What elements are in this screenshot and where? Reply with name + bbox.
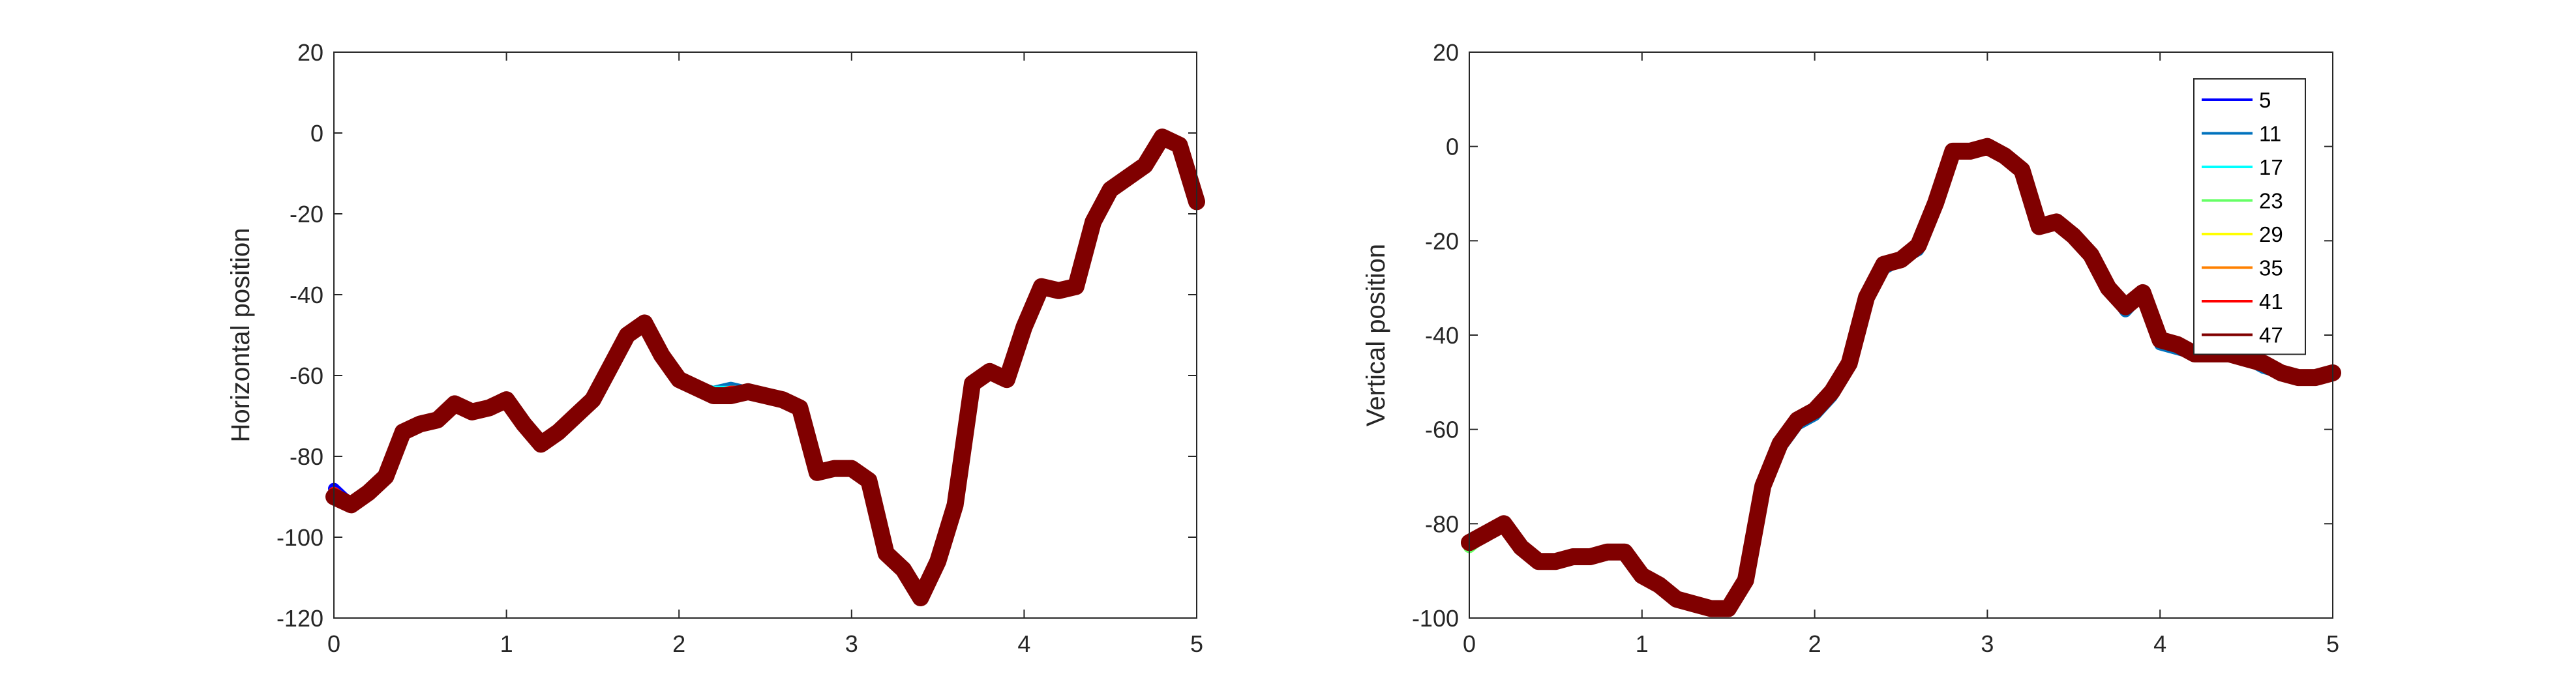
legend-label-29: 29 [2259,222,2283,246]
horizontal-series-line-29 [328,131,1203,604]
horizontal-series-line-5 [328,131,1203,604]
horizontal-series-line-41 [328,131,1203,604]
horizontal-ytick-label: -20 [290,201,323,228]
vertical-ylabel: Vertical position [1362,244,1390,426]
horizontal-series-group [325,128,1205,606]
horizontal-ytick-label: -60 [290,362,323,389]
vertical-ytick-label: -20 [1425,228,1459,254]
vertical-xtick-label: 2 [1808,630,1821,657]
legend-label-17: 17 [2259,155,2283,179]
horizontal-axes-frame [333,52,1197,619]
horizontal-series-line-35 [328,131,1203,604]
vertical-ytick-label: -100 [1412,605,1459,632]
horizontal-series-line-17 [328,131,1203,604]
vertical-xtick-label: 0 [1463,630,1476,657]
vertical-xtick-label: 1 [1636,630,1649,657]
horizontal-xtick-label: 5 [1190,630,1203,657]
legend-box [2193,78,2306,355]
vertical-ytick-label: -40 [1425,322,1459,349]
legend-label-47: 47 [2259,323,2283,347]
horizontal-series-line-23 [328,131,1203,604]
horizontal-ytick-label: 20 [297,39,323,66]
horizontal-ytick-label: -80 [290,443,323,470]
legend-label-5: 5 [2259,88,2271,112]
legend: 5 11 17 23 29 35 41 47 [2193,78,2306,355]
vertical-ytick-label: -80 [1425,510,1459,537]
legend-label-35: 35 [2259,256,2283,280]
vertical-series-group [1461,138,2341,617]
vertical-ytick-label: 20 [1433,39,1459,66]
horizontal-ytick-label: 0 [310,120,323,147]
vertical-ytick-label: 0 [1446,134,1459,160]
horizontal-xtick-label: 0 [327,630,340,657]
horizontal-xtick-label: 1 [500,630,513,657]
horizontal-ytick-label: -100 [277,524,323,551]
horizontal-xtick-label: 3 [845,630,858,657]
horizontal-ytick-label: -40 [290,282,323,308]
horizontal-series-line-47 [325,128,1205,606]
vertical-series-line-47 [1461,138,2341,617]
vertical-xtick-label: 5 [2326,630,2339,657]
horizontal-position-axes: 0 1 2 3 4 5 20 0 -20 -40 -60 -80 -100 -120 Horizontal… [226,39,1205,657]
legend-label-11: 11 [2259,122,2281,146]
horizontal-ticks-group: 0 1 2 3 4 5 20 0 -20 -40 -60 -80 -100 -120 [277,39,1203,657]
legend-label-23: 23 [2259,189,2283,213]
horizontal-ytick-label: -120 [277,605,323,632]
vertical-ytick-label: -60 [1425,417,1459,443]
legend-label-41: 41 [2259,289,2283,314]
horizontal-ylabel: Horizontal position [226,228,255,442]
vertical-xtick-label: 3 [1981,630,1994,657]
horizontal-series-line-11 [328,131,1203,604]
horizontal-xtick-label: 2 [672,630,685,657]
vertical-xtick-label: 4 [2153,630,2166,657]
horizontal-xtick-label: 4 [1017,630,1030,657]
